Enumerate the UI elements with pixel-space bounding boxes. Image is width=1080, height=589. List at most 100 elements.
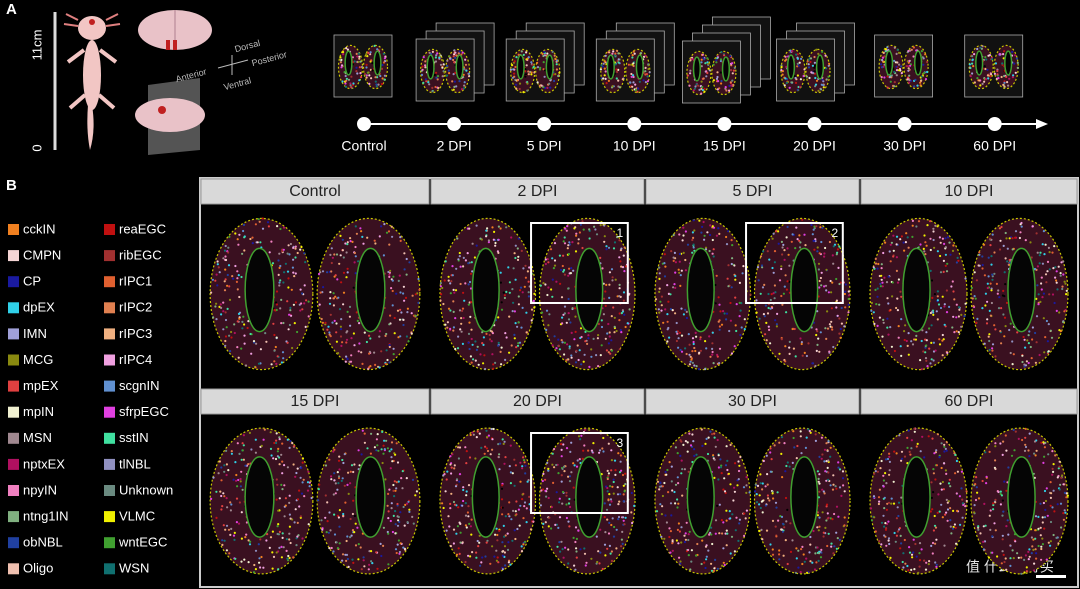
cell-dot xyxy=(287,244,290,247)
cell-dot xyxy=(718,503,721,506)
cell-dot xyxy=(275,478,278,481)
scale-bar xyxy=(1036,575,1066,578)
cell-dot xyxy=(801,562,804,566)
cell-dot xyxy=(955,542,958,545)
cell-dot xyxy=(272,322,275,325)
cell-dot xyxy=(399,291,402,294)
cell-dot xyxy=(1020,225,1023,228)
cell-dot xyxy=(971,62,974,65)
cell-dot xyxy=(925,344,928,347)
cell-dot xyxy=(630,491,633,495)
cell-dot xyxy=(604,77,607,80)
cell-dot xyxy=(814,85,817,88)
cell-dot xyxy=(907,429,910,432)
cell-dot xyxy=(682,251,685,254)
cell-dot xyxy=(948,305,951,308)
cell-dot xyxy=(272,457,275,460)
cell-dot xyxy=(521,465,524,468)
cell-dot xyxy=(390,225,393,228)
cell-dot xyxy=(659,481,662,484)
cell-dot xyxy=(689,568,692,571)
cell-dot xyxy=(274,301,278,304)
cell-dot xyxy=(632,81,635,84)
cell-dot xyxy=(404,296,408,299)
cell-dot xyxy=(344,360,347,363)
cell-dot xyxy=(829,455,832,458)
cell-dot xyxy=(734,296,737,299)
cell-dot xyxy=(882,318,885,321)
cell-dot xyxy=(678,331,682,334)
cell-dot xyxy=(560,443,563,446)
cell-dot xyxy=(604,70,607,73)
cell-dot xyxy=(457,457,460,460)
cell-dot xyxy=(462,316,465,320)
cell-dot xyxy=(909,49,912,52)
ventricle xyxy=(373,50,382,76)
cell-dot xyxy=(714,283,717,287)
cell-dot xyxy=(388,343,391,347)
cell-dot xyxy=(827,291,831,294)
cell-dot xyxy=(226,506,229,509)
cell-dot xyxy=(576,344,579,347)
cell-dot xyxy=(445,74,449,77)
cell-dot xyxy=(761,538,764,541)
cell-dot xyxy=(464,259,467,262)
cell-dot xyxy=(725,89,728,92)
cell-dot xyxy=(539,284,542,287)
legend-label: VLMC xyxy=(119,509,155,524)
cell-dot xyxy=(742,486,746,489)
cell-dot xyxy=(801,545,804,549)
cell-dot xyxy=(660,535,663,538)
cell-dot xyxy=(221,539,224,542)
cell-dot xyxy=(620,247,623,250)
cell-dot xyxy=(387,517,390,520)
cell-dot xyxy=(221,505,224,508)
cell-dot xyxy=(243,558,246,561)
cell-dot xyxy=(293,445,296,448)
cell-dot xyxy=(384,362,387,365)
cell-dot xyxy=(524,472,527,475)
cell-dot xyxy=(880,543,883,546)
cell-dot xyxy=(251,236,254,239)
cell-dot xyxy=(260,555,263,559)
cell-dot xyxy=(387,563,390,566)
cell-dot xyxy=(799,241,802,244)
cell-dot xyxy=(902,241,905,244)
cell-dot xyxy=(776,491,779,494)
cell-dot xyxy=(943,323,946,326)
cell-dot xyxy=(988,309,991,312)
cell-dot xyxy=(468,280,472,284)
cell-dot xyxy=(452,58,455,62)
cell-dot xyxy=(341,559,344,562)
cell-dot xyxy=(504,332,507,335)
cell-dot xyxy=(796,238,799,241)
cell-dot xyxy=(1038,262,1041,265)
cell-dot xyxy=(978,253,981,256)
cell-dot xyxy=(810,71,813,74)
cell-dot xyxy=(895,306,898,310)
cell-dot xyxy=(823,252,826,255)
cell-dot xyxy=(923,456,926,459)
cell-dot xyxy=(278,436,281,439)
cell-dot xyxy=(594,228,597,231)
cell-dot xyxy=(509,444,512,447)
cell-dot xyxy=(901,560,904,564)
cell-dot xyxy=(681,239,684,242)
cell-dot xyxy=(300,245,303,249)
cell-dot xyxy=(794,76,797,80)
cell-dot xyxy=(236,238,239,241)
cell-dot xyxy=(624,325,627,329)
cell-dot xyxy=(991,349,994,352)
cell-dot xyxy=(243,342,246,345)
cell-dot xyxy=(716,71,719,74)
cell-dot xyxy=(286,466,289,469)
cell-dot xyxy=(396,461,400,464)
cell-dot xyxy=(281,488,284,491)
cell-dot xyxy=(841,477,845,480)
cell-dot xyxy=(368,366,371,369)
cell-dot xyxy=(971,58,974,61)
cell-dot xyxy=(1063,310,1066,313)
cell-dot xyxy=(710,526,713,529)
cell-dot xyxy=(879,467,882,470)
cell-dot xyxy=(1040,276,1043,279)
